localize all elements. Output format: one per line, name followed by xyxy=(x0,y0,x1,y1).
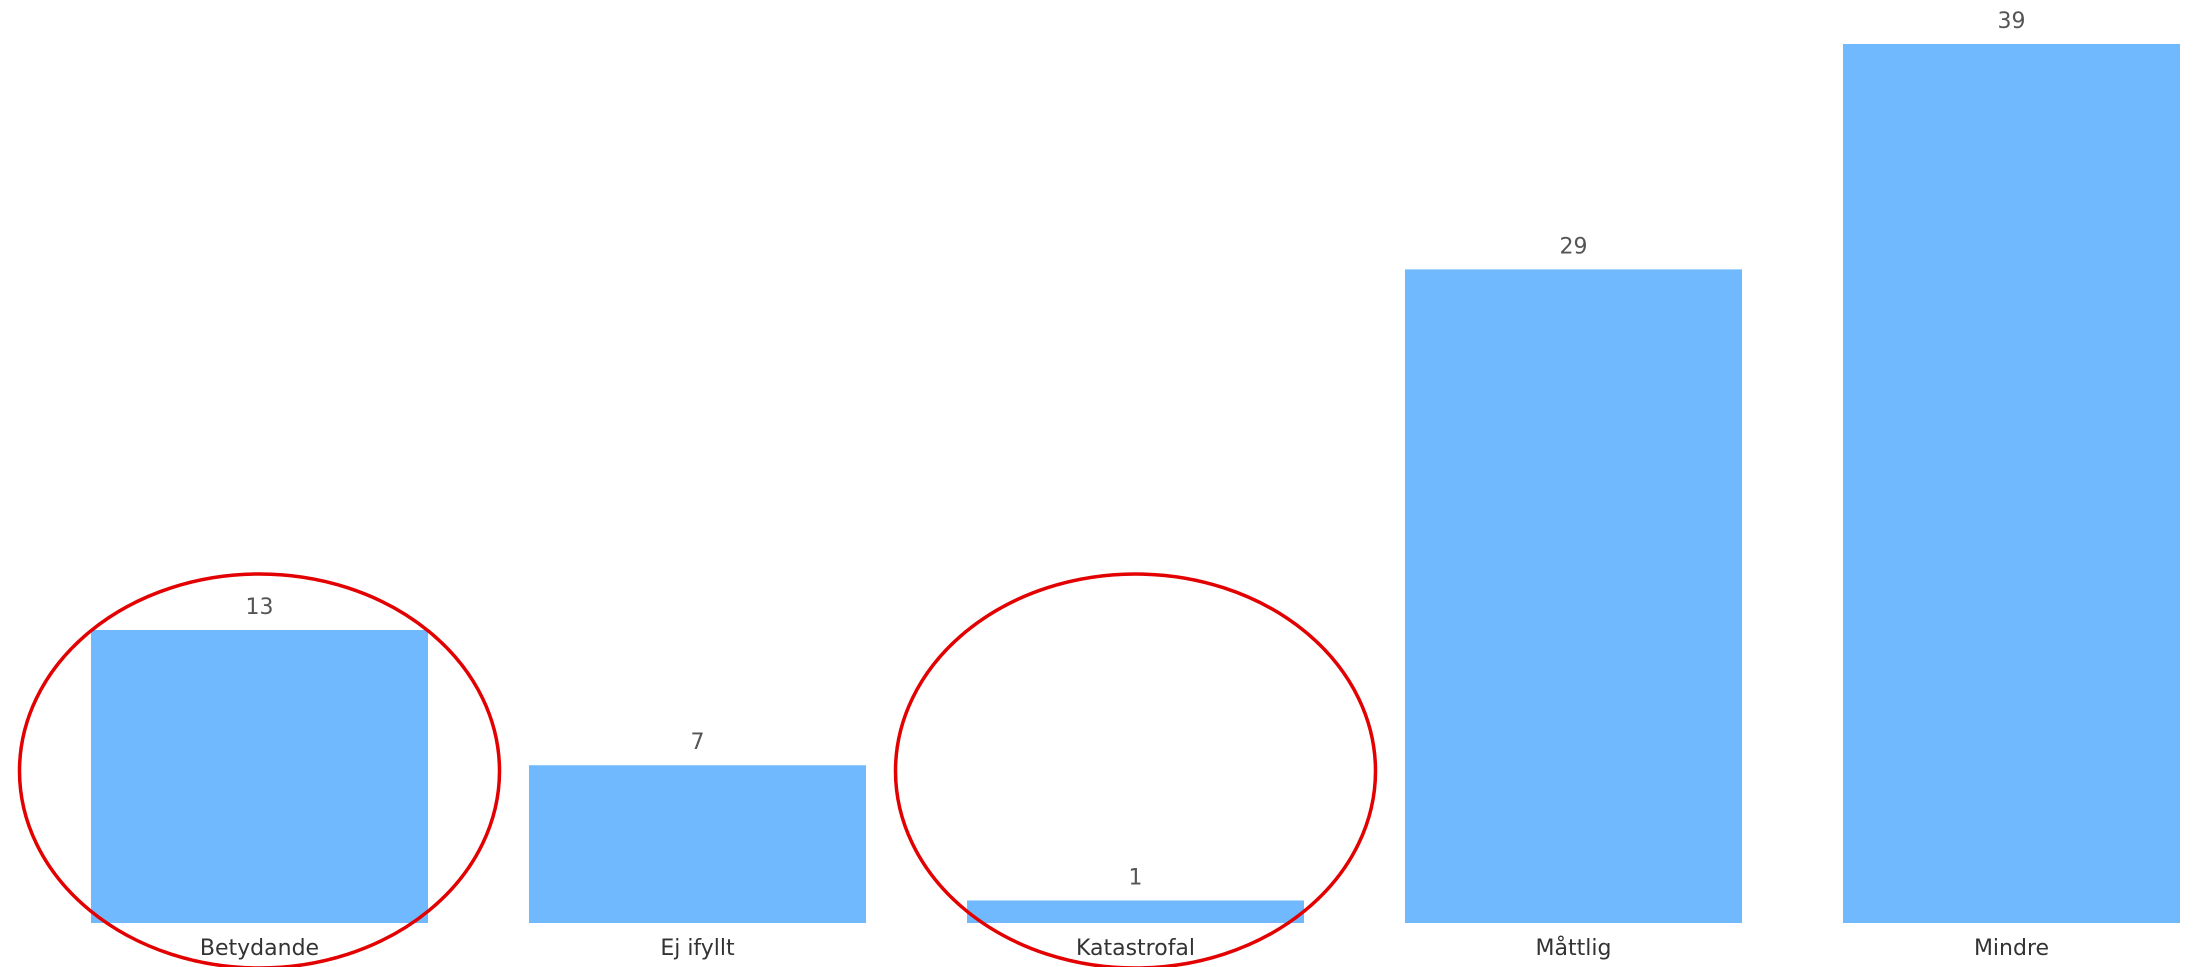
bar-måttlig[interactable] xyxy=(1405,269,1742,923)
data-label-måttlig: 29 xyxy=(1560,234,1588,259)
bar-betydande[interactable] xyxy=(91,630,428,923)
category-labels-layer: Betydande Ej ifyllt Katastrofal Måttlig Mind… xyxy=(200,935,2049,961)
category-label-måttlig: Måttlig xyxy=(1536,935,1612,961)
bars-layer xyxy=(91,44,2180,923)
data-label-mindre: 39 xyxy=(1998,9,2026,34)
category-label-katastrofal: Katastrofal xyxy=(1076,936,1195,961)
bar-ej-ifyllt[interactable] xyxy=(529,765,866,923)
category-label-ej-ifyllt: Ej ifyllt xyxy=(660,936,735,961)
data-label-katastrofal: 1 xyxy=(1129,865,1143,890)
annotation-ellipse-katastrofal xyxy=(893,572,1378,967)
data-label-ej-ifyllt: 7 xyxy=(691,730,705,755)
category-label-mindre: Mindre xyxy=(1974,936,2049,961)
annotation-ellipse-betydande xyxy=(17,572,502,967)
annotations-layer xyxy=(17,572,1378,967)
data-labels-layer: 13 7 1 29 39 xyxy=(246,9,2026,890)
data-label-betydande: 13 xyxy=(246,595,274,620)
bar-mindre[interactable] xyxy=(1843,44,2180,923)
bar-katastrofal[interactable] xyxy=(967,900,1304,923)
category-label-betydande: Betydande xyxy=(200,936,319,961)
